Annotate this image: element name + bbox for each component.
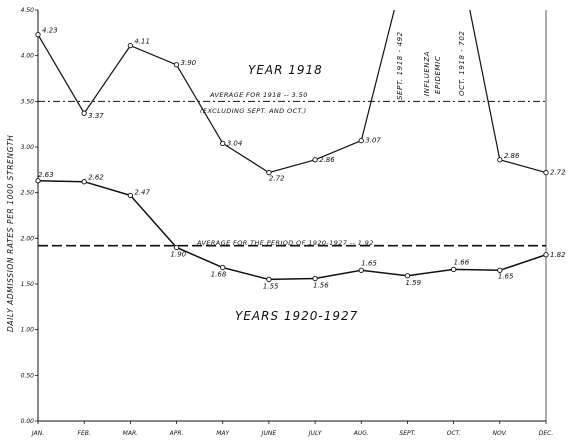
x-tick-label: JAN. [31,430,44,437]
series-1920-1927-line [37,180,547,281]
x-tick-label: APR. [169,430,184,437]
y-tick-label: 2.50 [21,190,35,197]
series-1920-1927-point [127,192,134,199]
series-1920-1927-point [81,179,87,185]
title-years-1920-1927: YEARS 1920-1927 [235,309,358,323]
series-1918-data-label: 2.86 [319,156,335,164]
series-1920-1927-data-label: 2.63 [38,171,54,179]
series-1920-1927-data-label: 1.65 [361,259,377,267]
series-1918-data-label: 4.11 [134,38,150,46]
series-1918-point [81,110,87,116]
series-1920-1927-point [35,178,41,184]
x-tick-label: JULY [308,430,323,437]
x-tick-label: DEC. [539,430,554,437]
y-tick-label: 4.00 [21,53,35,60]
series-1920-1927-data-label: 1.59 [405,279,421,287]
series-1920-1927-data-label: 1.90 [171,250,187,258]
series-1920-1927-data-label: 1.65 [498,272,514,280]
series-1918-point [35,32,41,38]
epidemic-oct-label: OCT. 1918 - 702 [458,31,466,96]
x-tick-label: MAY [216,430,230,437]
y-tick-label: 1.00 [21,327,35,334]
series-1920-1927-point [450,266,457,273]
series-1920-1927-data-label: 1.66 [454,258,470,266]
x-axis-ticks: JAN. FEB. MAR. APR. MAY JUNE JULY AUG. SEPT. OCT.… [31,421,553,437]
series-1918-data-label: 3.37 [88,112,104,120]
series-1918-data-label: 2.86 [504,152,520,160]
epidemic-sept-label: SEPT. 1918 - 492 [396,31,404,100]
series-1918-line [37,34,362,174]
series-1918-data-label: 3.07 [365,137,381,145]
x-tick-label: JUNE [261,430,277,437]
y-tick-label: 4.50 [21,7,35,14]
y-tick-label: 0.00 [21,418,35,425]
x-tick-label: FEB. [78,430,91,437]
series-1920-1927-data-label: 2.62 [88,174,104,182]
y-axis-ticks: 0.00 0.50 1.00 1.50 2.00 2.50 3.00 3.50 4.00 4.50 [21,7,38,425]
x-tick-label: OCT. [447,430,461,437]
y-axis-label: DAILY ADMISSION RATES PER 1000 STRENGTH [6,135,15,332]
y-tick-label: 3.00 [21,144,35,151]
series-1918-data-label: 4.23 [42,27,58,35]
series-1920-1927-point [543,252,549,258]
series-1918-point [358,137,364,144]
reference-lines [38,100,546,247]
y-tick-label: 2.00 [21,235,35,242]
series-1920-1927-point [358,267,364,273]
y-tick-label: 0.50 [21,372,35,379]
series-1918-data-label: 2.72 [550,169,566,177]
reference-sublabel-1918: (EXCLUDING SEPT. AND OCT.) [200,107,307,115]
epidemic-rise-line [360,9,395,141]
series-1918-point [127,42,134,49]
x-tick-label: NOV. [493,430,508,437]
series-1918-point [266,169,272,176]
series-lines [37,9,547,281]
epidemic-word-label: EPIDEMIC [434,56,442,94]
series-1918-data-label: 2.72 [269,175,285,183]
series-1920-1927-point [220,264,226,271]
y-tick-label: 3.50 [21,98,35,105]
title-year-1918: YEAR 1918 [248,63,323,77]
series-1920-1927-data-label: 2.47 [134,188,150,196]
series-1918-point [173,62,180,68]
series-1918-point [543,169,549,176]
series-1920-1927-data-label: 1.68 [211,271,227,279]
data-points [35,32,549,283]
reference-label-1918: AVERAGE FOR 1918 -- 3.50 [209,91,308,99]
series-1920-1927-data-label: 1.56 [313,282,329,290]
x-tick-label: AUG. [353,430,369,437]
series-1918-point [312,157,318,163]
series-1918-data-label: 3.90 [181,59,197,67]
series-1920-1927-point [497,267,503,273]
series-1918-point [220,140,226,146]
series-1920-1927-data-label: 1.55 [263,282,279,290]
data-labels: 4.23 3.37 4.11 3.90 3.04 2.72 2.86 3.07 2.86 2.72… [38,27,566,291]
series-1920-1927-point [173,244,180,251]
series-1920-1927-point [404,273,411,279]
series-1920-1927-point [312,275,318,282]
reference-label-1920-1927: AVERAGE FOR THE PERIOD OF 1920-1927 -- 1… [196,239,374,247]
y-tick-label: 1.50 [21,281,35,288]
epidemic-influenza-label: INFLUENZA [423,51,431,96]
series-1920-1927-point [266,276,272,283]
series-1918-line [499,159,547,174]
x-tick-label: SEPT. [399,430,415,437]
chart-frame [37,10,547,422]
series-1918-data-label: 3.04 [227,139,243,147]
series-1920-1927-data-label: 1.82 [550,251,566,259]
epidemic-fall-line [469,9,501,160]
x-tick-label: MAR. [123,430,138,437]
series-1918-point [497,157,503,163]
